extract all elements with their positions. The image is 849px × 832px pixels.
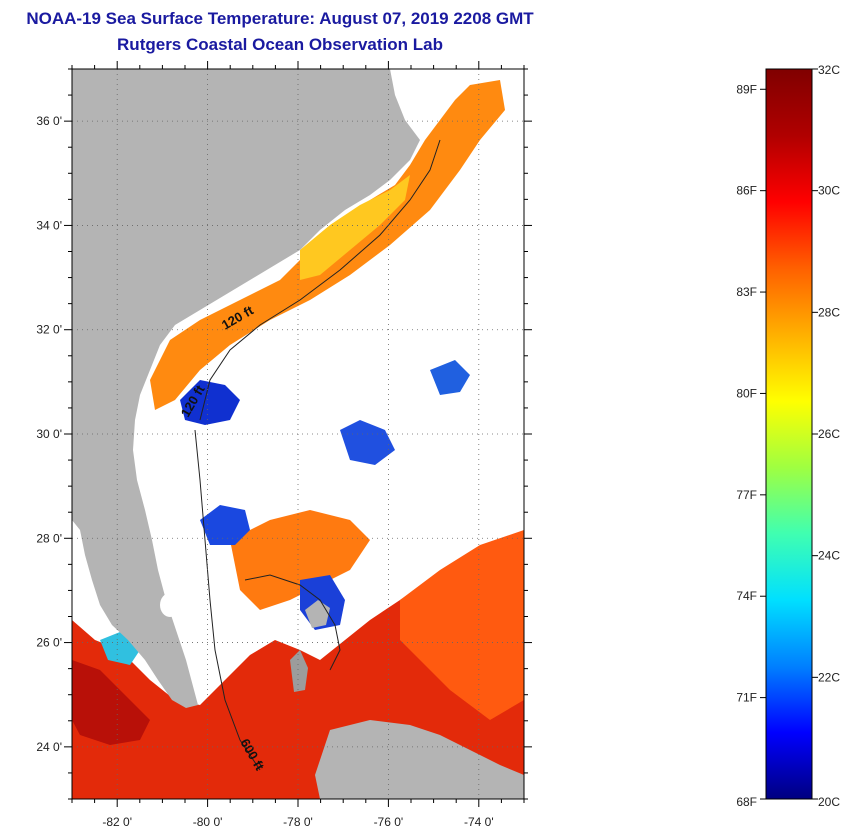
longitude-label: -74 0' — [464, 815, 494, 829]
latitude-labels: 36 0' 34 0' 32 0' 30 0' 28 0' 26 0' 24 0' — [36, 114, 62, 754]
colorbar-label-celsius: 32C — [818, 63, 840, 77]
longitude-label: -82 0' — [102, 815, 132, 829]
sst-south-hot-core — [72, 660, 150, 745]
isobath-bahamas — [244, 574, 341, 671]
latitude-label: 30 0' — [36, 427, 62, 441]
sst-blue-patch-3 — [340, 420, 395, 465]
colorbar-label-celsius: 24C — [818, 549, 840, 563]
longitude-label: -76 0' — [374, 815, 404, 829]
latitude-label: 26 0' — [36, 636, 62, 650]
colorbar-label-fahrenheit: 74F — [736, 589, 757, 603]
colorbar-label-fahrenheit: 89F — [736, 82, 757, 96]
isobath-600ft — [194, 429, 261, 771]
latitude-label: 24 0' — [36, 740, 62, 754]
graticule — [72, 69, 524, 799]
longitude-label: -80 0' — [193, 815, 223, 829]
longitude-label: -78 0' — [283, 815, 313, 829]
land-us-southeast — [72, 69, 420, 708]
sst-east-orange-patch — [400, 530, 524, 720]
colorbar-label-celsius: 28C — [818, 305, 840, 319]
colorbar-label-fahrenheit: 71F — [736, 691, 757, 705]
map-title: NOAA-19 Sea Surface Temperature: August … — [26, 9, 534, 28]
map-panel: 120 ft 120 ft 600 ft — [72, 69, 524, 799]
sst-central-orange — [230, 510, 370, 610]
colorbar-label-fahrenheit: 68F — [736, 795, 757, 809]
colorbar-label-fahrenheit: 86F — [736, 184, 757, 198]
colorbar-gradient — [766, 69, 812, 799]
colorbar-label-fahrenheit: 77F — [736, 488, 757, 502]
sst-blue-patch-2 — [200, 505, 250, 545]
colorbar-label-celsius: 20C — [818, 795, 840, 809]
latitude-label: 32 0' — [36, 323, 62, 337]
latitude-label: 34 0' — [36, 218, 62, 232]
latitude-label: 36 0' — [36, 114, 62, 128]
land-cuba — [315, 720, 524, 799]
colorbar: 32C 30C 28C 26C 24C 22C 20C 89F 86F 83F 80F 77F 74F 7… — [736, 63, 840, 809]
colorbar-label-fahrenheit: 83F — [736, 285, 757, 299]
lake-okeechobee — [160, 593, 180, 617]
sst-shelf-yellow — [300, 175, 410, 280]
axis-ticks — [64, 61, 532, 807]
land-andros — [290, 650, 308, 692]
map-subtitle: Rutgers Coastal Ocean Observation Lab — [117, 35, 443, 54]
sst-blue-patch-5 — [430, 360, 470, 395]
colorbar-label-celsius: 22C — [818, 670, 840, 684]
latitude-label: 28 0' — [36, 531, 62, 545]
colorbar-label-celsius: 26C — [818, 427, 840, 441]
sst-blue-patch-1 — [180, 380, 240, 425]
colorbar-label-celsius: 30C — [818, 184, 840, 198]
isobath-120ft — [199, 139, 441, 421]
longitude-labels: -82 0' -80 0' -78 0' -76 0' -74 0' — [102, 815, 493, 829]
colorbar-label-fahrenheit: 80F — [736, 386, 757, 400]
colorbar-labels: 32C 30C 28C 26C 24C 22C 20C 89F 86F 83F 80F 77F 74F 7… — [736, 63, 840, 809]
